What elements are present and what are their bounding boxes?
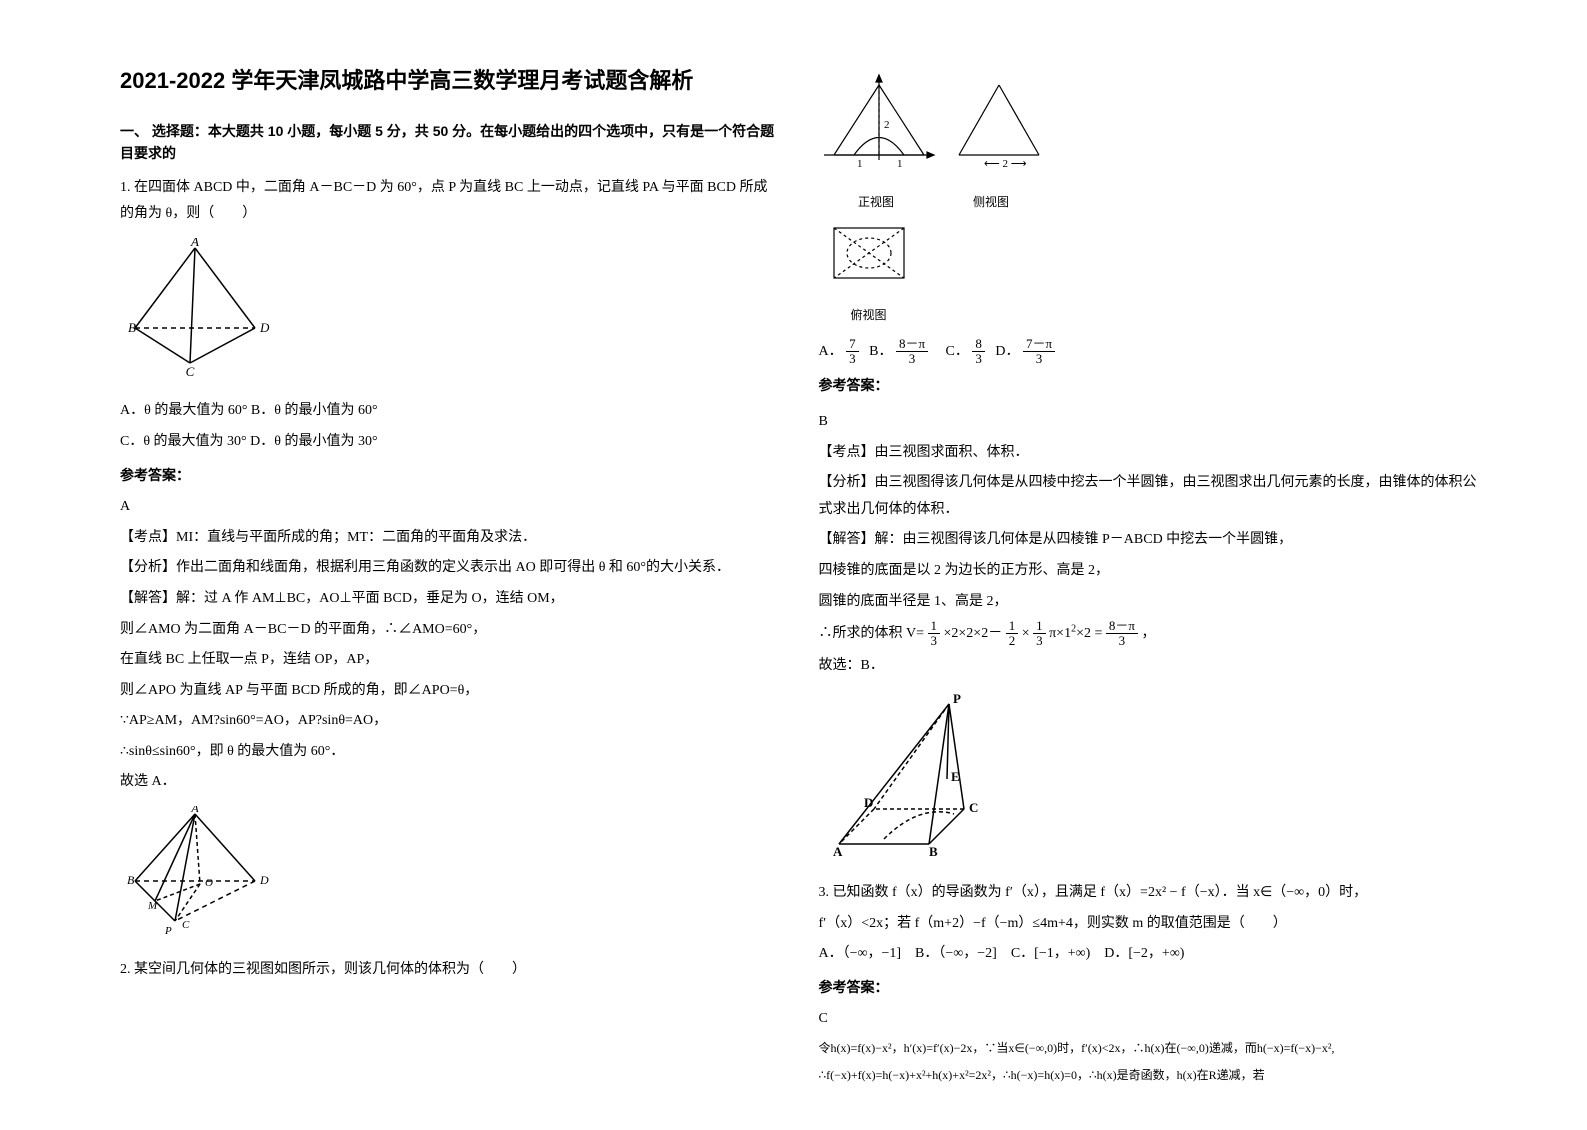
- q1-jieda-3: 则∠APO 为直线 AP 与平面 BCD 所成的角，即∠APO=θ，: [120, 678, 779, 705]
- q2-opt-a-frac: 73: [846, 337, 859, 367]
- q1-fenxi: 【分析】作出二面角和线面角，根据利用三角函数的定义表示出 AO 即可得出 θ 和…: [120, 555, 779, 582]
- q3-answer-label: 参考答案：: [819, 974, 1478, 1001]
- svg-text:⟵ 2 ⟶: ⟵ 2 ⟶: [984, 158, 1027, 170]
- q2-jieda-4: 故选：B．: [819, 653, 1478, 680]
- svg-text:M: M: [147, 900, 158, 912]
- q3-solution-2: ∴f(−x)+f(x)=h(−x)+x²+h(x)+x²=2x²，∴h(−x)=…: [819, 1064, 1478, 1087]
- svg-text:B: B: [929, 844, 938, 859]
- q1-figure-tetrahedron: A B D C: [120, 238, 779, 389]
- q1-opt-a: A．θ 的最大值为 60°: [120, 403, 247, 418]
- q2-opt-d-frac: 7－π3: [1023, 337, 1055, 367]
- q2-jieda-0: 【解答】解：由三视图得该几何体是从四棱锥 P－ABCD 中挖去一个半圆锥，: [819, 527, 1478, 554]
- svg-text:A: A: [190, 238, 199, 249]
- q2-answer: B: [819, 409, 1478, 436]
- q2-stem: 2. 某空间几何体的三视图如图所示，则该几何体的体积为（ ）: [120, 957, 779, 984]
- q1-opt-b: B．θ 的最小值为 60°: [251, 403, 378, 418]
- question-1: 1. 在四面体 ABCD 中，二面角 A－BC－D 为 60°，点 P 为直线 …: [120, 175, 779, 947]
- svg-text:P: P: [164, 925, 172, 936]
- q3-opt-a: A．（−∞，−1]: [819, 946, 902, 961]
- q2-opt-b-frac: 8－π3: [896, 337, 928, 367]
- q2-kaodian: 【考点】由三视图求面积、体积．: [819, 440, 1478, 467]
- q2-volume-expr: ∴所求的体积 V= 13 ×2×2×2－ 12 × 13 π×12×2 = 8－…: [819, 619, 1478, 649]
- q1-answer: A: [120, 494, 779, 521]
- q3-opt-c: C．[−1，+∞): [1011, 946, 1090, 961]
- q1-stem: 1. 在四面体 ABCD 中，二面角 A－BC－D 为 60°，点 P 为直线 …: [120, 175, 779, 228]
- q3-opt-b: B．（−∞，−2]: [915, 946, 997, 961]
- svg-text:D: D: [864, 795, 873, 810]
- q3-stem-2: f′（x）<2x；若 f（m+2）−f（−m）≤4m+4，则实数 m 的取值范围…: [819, 911, 1478, 938]
- q1-jieda-1: 则∠AMO 为二面角 A－BC－D 的平面角，∴∠AMO=60°，: [120, 617, 779, 644]
- svg-text:C: C: [186, 364, 195, 378]
- svg-text:B: B: [127, 873, 135, 887]
- q1-figure-solution: A B D O M P C: [120, 806, 779, 947]
- q2-pyramid-figure: P A B C D E: [819, 689, 1478, 870]
- section-1-heading: 一、 选择题：本大题共 10 小题，每小题 5 分，共 50 分。在每小题给出的…: [120, 120, 779, 165]
- svg-text:E: E: [951, 769, 960, 784]
- svg-text:A: A: [833, 844, 843, 859]
- svg-text:2: 2: [884, 119, 890, 131]
- q2-jieda-1: 四棱锥的底面是以 2 为边长的正方形、高是 2，: [819, 558, 1478, 585]
- q1-opt-d: D．θ 的最小值为 30°: [250, 434, 377, 449]
- q2-opt-b-pre: B．: [869, 344, 892, 359]
- q2-opt-d-pre: D．: [995, 344, 1019, 359]
- svg-text:C: C: [969, 800, 978, 815]
- svg-text:1: 1: [857, 158, 863, 170]
- page-title: 2021-2022 学年天津凤城路中学高三数学理月考试题含解析: [120, 60, 779, 102]
- q1-jieda-0: 【解答】解：过 A 作 AM⊥BC，AO⊥平面 BCD，垂足为 O，连结 OM，: [120, 586, 779, 613]
- front-view-label: 正视图: [819, 191, 934, 214]
- q1-jieda-6: 故选 A．: [120, 769, 779, 796]
- q3-answer: C: [819, 1006, 1478, 1033]
- q1-jieda-4: ∵AP≥AM，AM?sin60°=AO，AP?sinθ=AO，: [120, 708, 779, 735]
- q2-jieda-2: 圆锥的底面半径是 1、高是 2，: [819, 589, 1478, 616]
- q2-opt-a-pre: A．: [819, 344, 843, 359]
- svg-text:D: D: [259, 873, 269, 887]
- q1-kaodian: 【考点】MI：直线与平面所成的角；MT：二面角的平面角及求法．: [120, 525, 779, 552]
- q1-jieda-5: ∴sinθ≤sin60°，即 θ 的最大值为 60°．: [120, 739, 779, 766]
- svg-text:B: B: [128, 320, 136, 335]
- q2-opt-c-pre: C．: [946, 344, 969, 359]
- q2-fenxi: 【分析】由三视图得该几何体是从四棱中挖去一个半圆锥，由三视图求出几何元素的长度，…: [819, 470, 1478, 523]
- q2-opt-c-frac: 83: [972, 337, 985, 367]
- q1-answer-label: 参考答案：: [120, 462, 779, 489]
- svg-text:P: P: [953, 691, 961, 706]
- svg-text:C: C: [182, 919, 190, 931]
- q3-opt-d: D．[−2，+∞): [1104, 946, 1184, 961]
- q2-three-views: 1 1 2 ⟵ 2 ⟶ 正视图 侧视图: [819, 70, 1478, 327]
- svg-text:O: O: [205, 877, 213, 889]
- svg-text:D: D: [259, 320, 270, 335]
- top-view-label: 俯视图: [819, 304, 919, 327]
- svg-text:1: 1: [897, 158, 903, 170]
- q1-jieda-2: 在直线 BC 上任取一点 P，连结 OP，AP，: [120, 647, 779, 674]
- q3-options: A．（−∞，−1] B．（−∞，−2] C．[−1，+∞) D．[−2，+∞): [819, 941, 1478, 968]
- q3-stem-1: 3. 已知函数 f（x）的导函数为 f′（x），且满足 f（x）=2x² − f…: [819, 880, 1478, 907]
- q3-solution-1: 令h(x)=f(x)−x²，h′(x)=f′(x)−2x，∵当x∈(−∞,0)时…: [819, 1037, 1478, 1060]
- q1-opt-c: C．θ 的最大值为 30°: [120, 434, 247, 449]
- q2-options: A． 73 B． 8－π3 C． 83 D． 7－π3: [819, 337, 1478, 367]
- side-view-label: 侧视图: [934, 191, 1049, 214]
- svg-text:A: A: [190, 806, 199, 815]
- q2-answer-label: 参考答案：: [819, 372, 1478, 399]
